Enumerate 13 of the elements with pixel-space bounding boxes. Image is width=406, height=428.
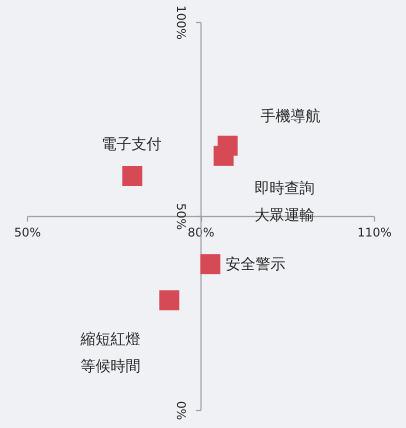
annotation: 即時查詢大眾運輸 <box>254 178 315 224</box>
point <box>214 146 234 166</box>
annotation: 電子支付 <box>101 135 162 154</box>
annotation: 安全警示 <box>225 255 286 274</box>
annotation: 縮短紅燈等候時間 <box>79 330 140 376</box>
point <box>159 290 180 310</box>
point <box>200 254 220 274</box>
y-tick-label: 100% <box>174 5 188 40</box>
y-tick-label: 0% <box>174 400 188 420</box>
x-tick-label: 110% <box>357 226 392 240</box>
point <box>122 166 142 186</box>
x-tick-label: 50% <box>14 226 41 240</box>
annotation: 手機導航 <box>260 106 321 125</box>
